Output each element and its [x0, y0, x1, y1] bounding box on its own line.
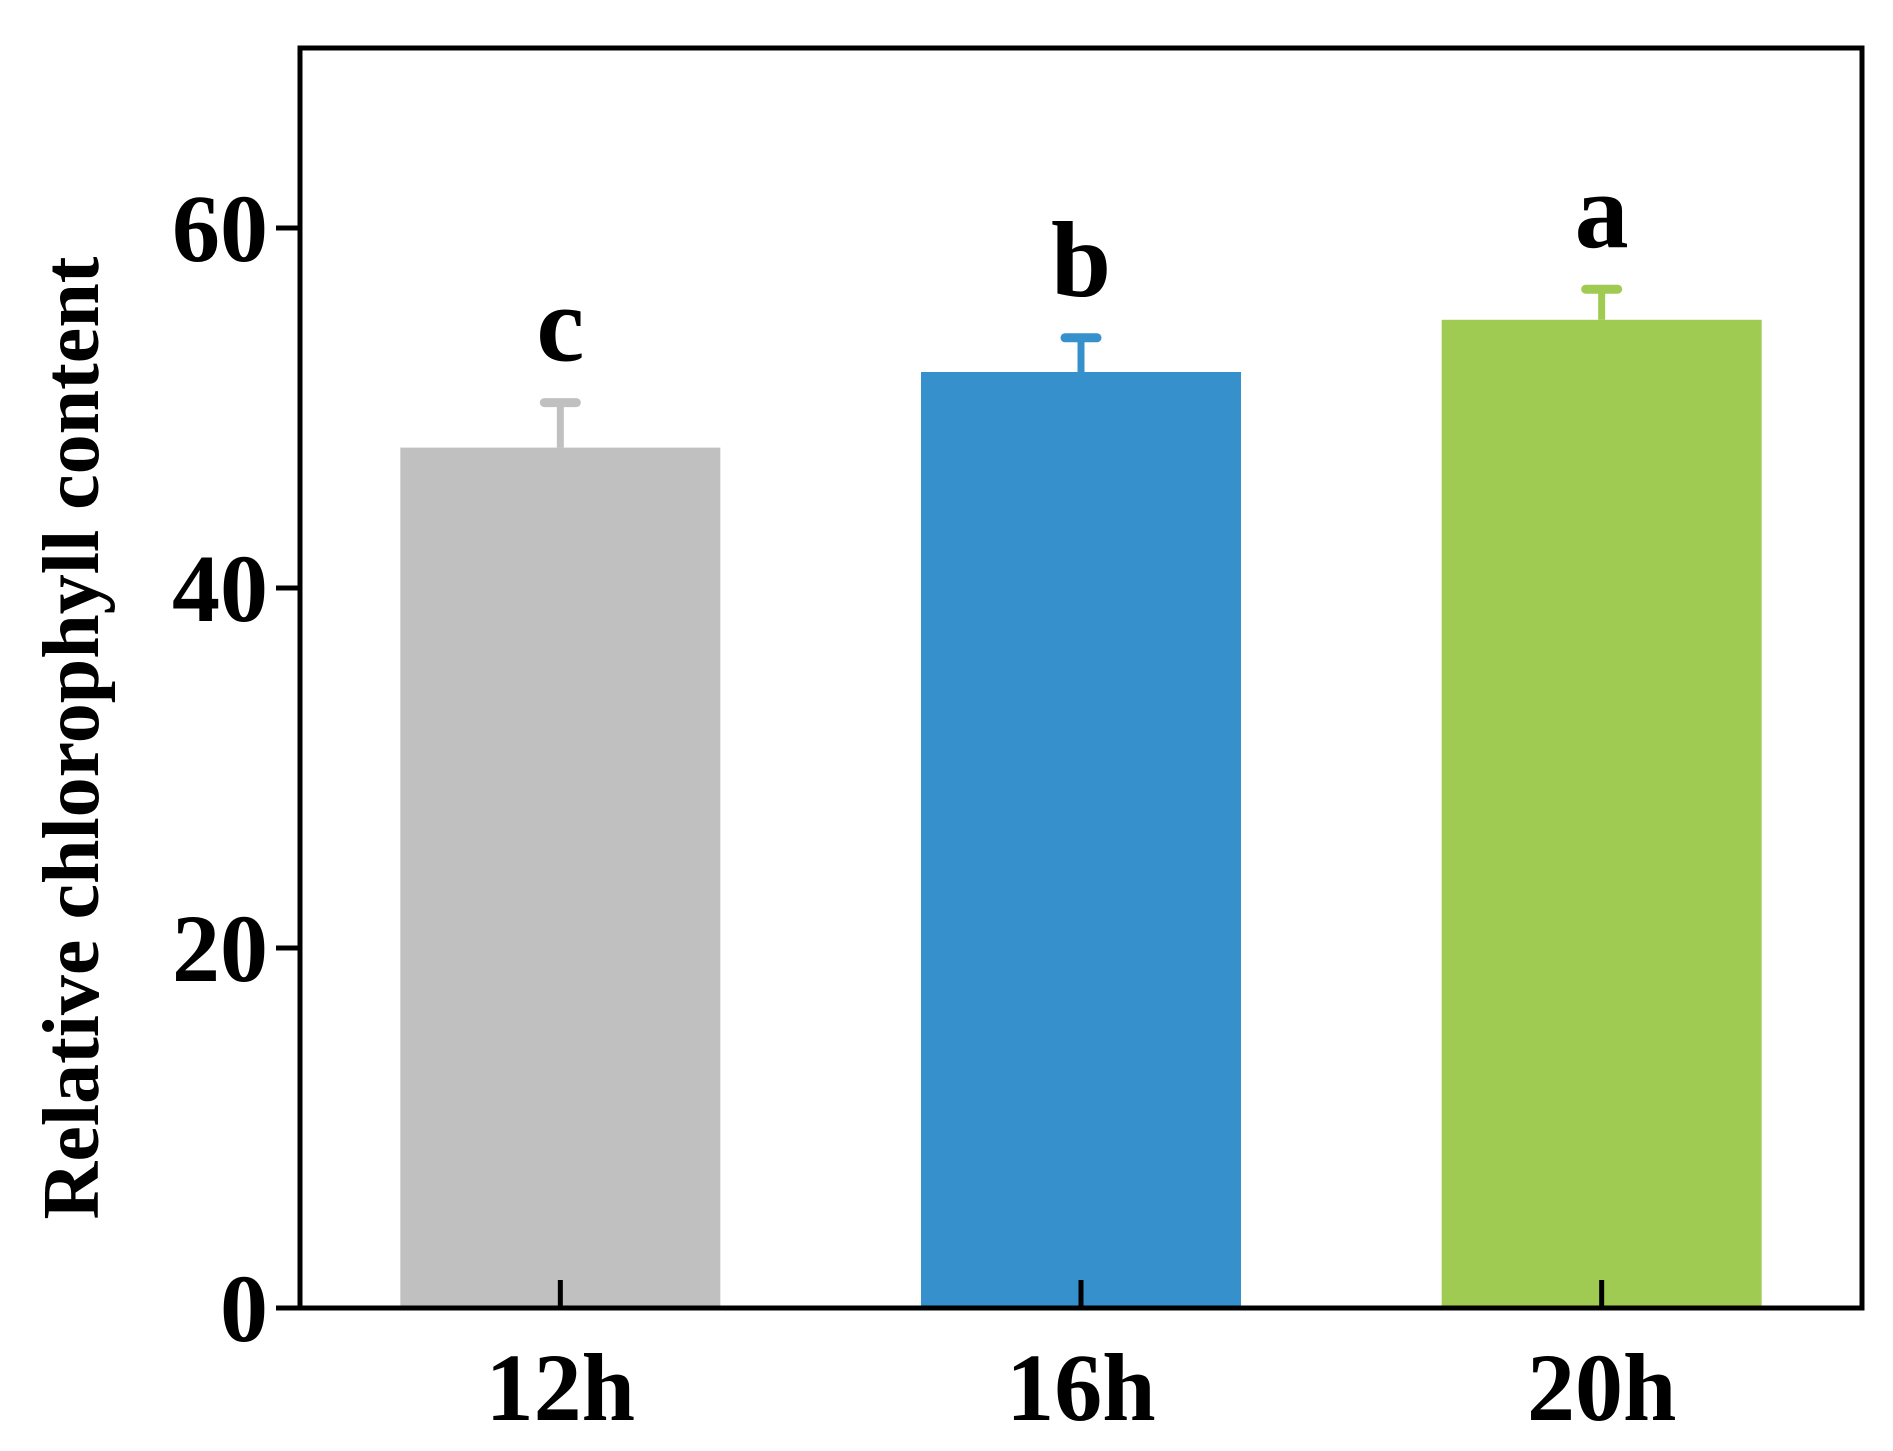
x-tick-label-12h: 12h	[486, 1334, 635, 1441]
y-tick-label-20: 20	[172, 895, 268, 1002]
bar-20h	[1441, 319, 1762, 1308]
significance-label-20h: a	[1575, 152, 1629, 271]
plot-area: cb a	[400, 152, 1762, 1309]
y-tick-label-40: 40	[172, 535, 268, 642]
y-tick-label-0: 0	[220, 1255, 268, 1362]
bar-16h	[921, 372, 1241, 1308]
y-axis-title: Relative chlorophyll content	[28, 256, 116, 1219]
significance-label-12h: c	[536, 266, 584, 385]
bar-12h	[400, 447, 721, 1309]
x-axis: 12h 16h 20h	[486, 1280, 1676, 1441]
y-axis: 0 20 40 60	[172, 175, 300, 1362]
y-tick-label-60: 60	[172, 175, 268, 282]
x-tick-label-20h: 20h	[1527, 1334, 1676, 1441]
significance-label-16h: b	[1051, 201, 1111, 320]
x-tick-label-16h: 16h	[1006, 1334, 1155, 1441]
